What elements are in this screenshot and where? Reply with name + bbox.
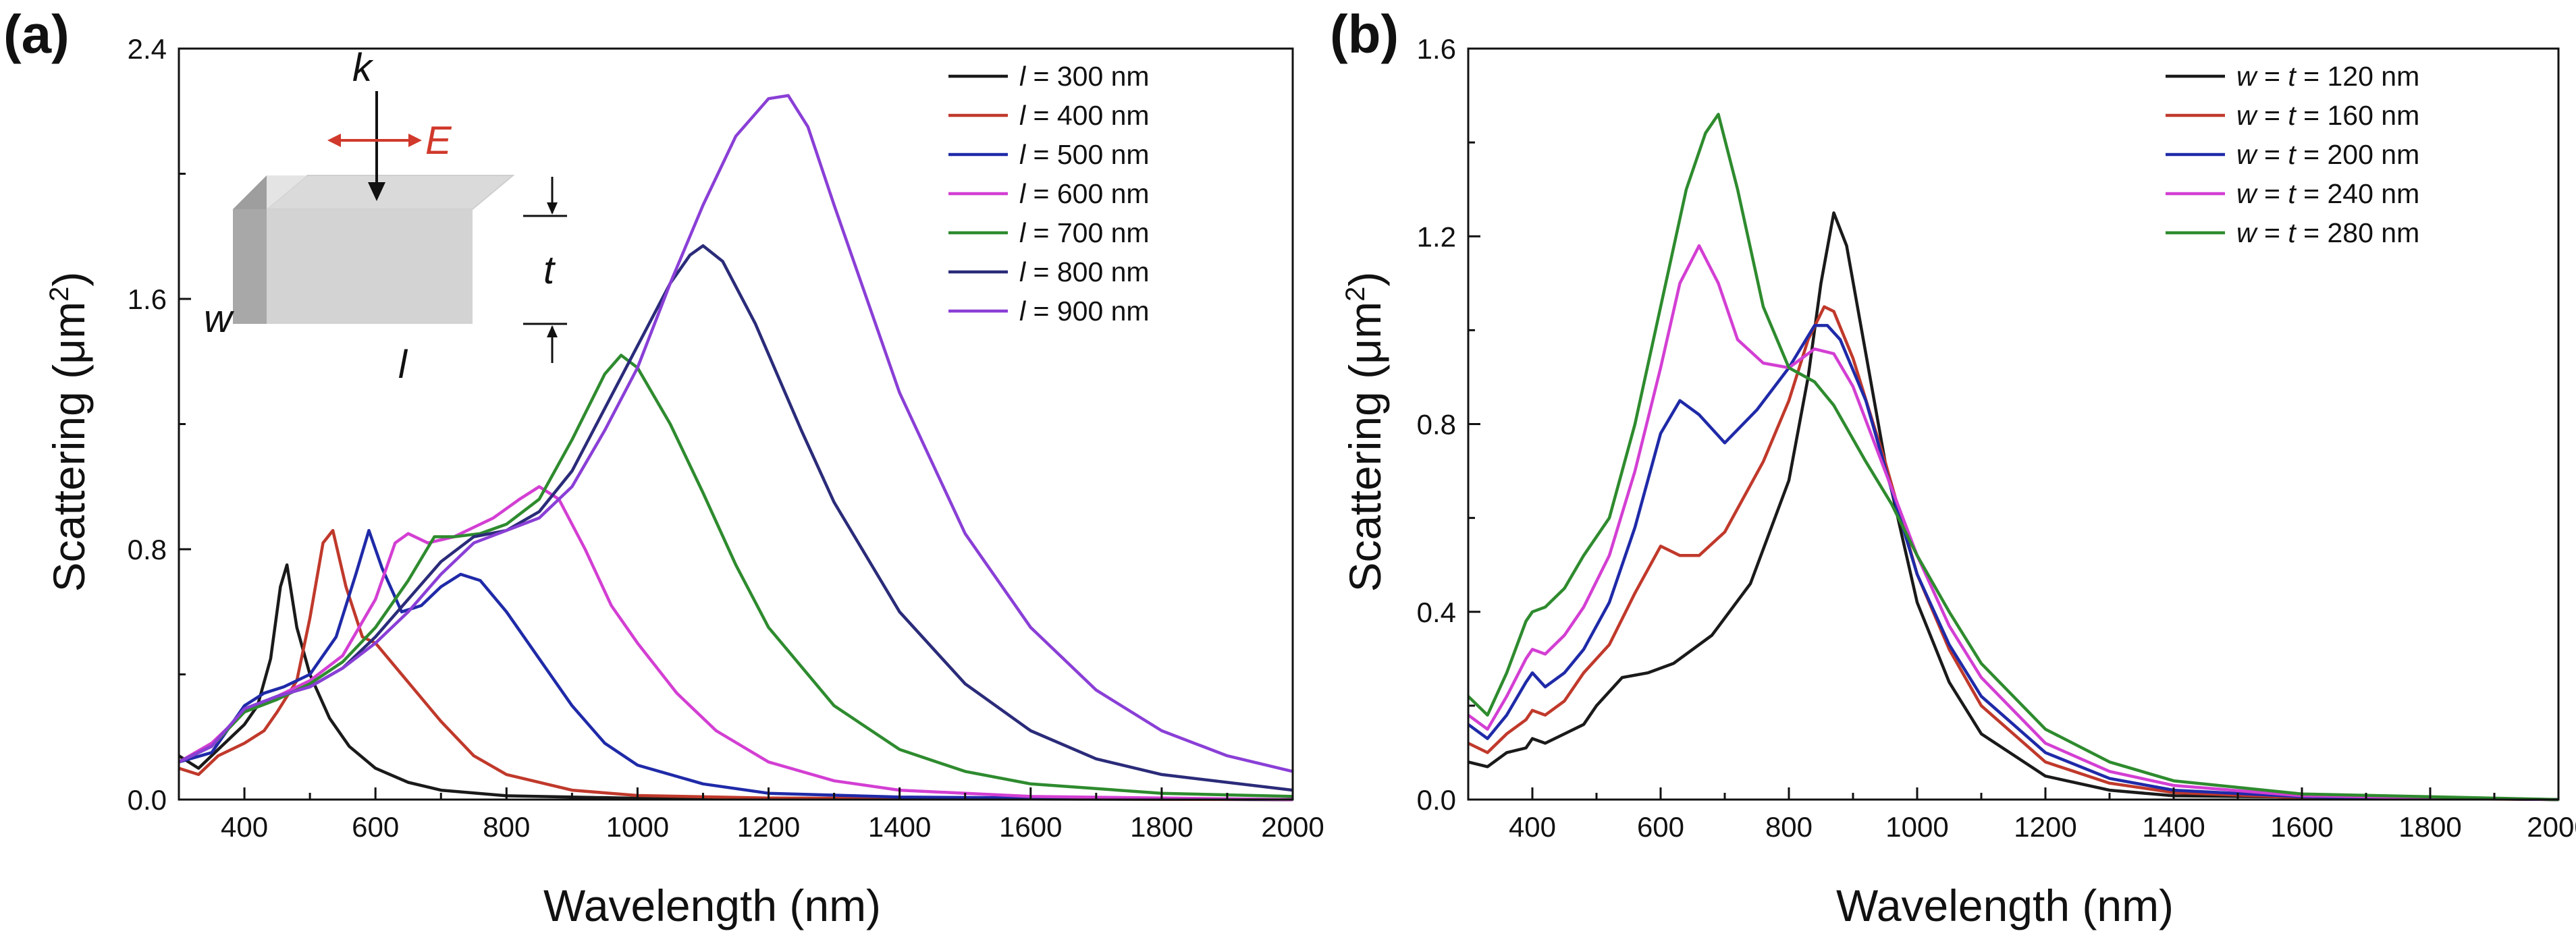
panel-a-legend-label-1: l = 300 nm [1019, 61, 1150, 92]
panel-b-legend-label-1: w = t = 120 nm [2236, 61, 2419, 92]
panel-a-legend: l = 300 nm l = 400 nm l = 500 nm l = 600 nm… [948, 61, 1150, 327]
panel-b-series-line-5 [1467, 113, 2559, 802]
l-label: l [398, 343, 408, 387]
panel-b-x-tick-label: 1400 [2142, 811, 2205, 843]
k-arrow-head [368, 182, 385, 201]
panel-a-legend-label-5: l = 700 nm [1019, 217, 1150, 248]
panel-a-x-tick-label: 400 [221, 811, 268, 843]
panel-a-y-tick-label: 1.6 [128, 283, 167, 315]
panel-a-legend-label-2: l = 400 nm [1019, 100, 1150, 131]
panel-b-axes: 400 600 800 1000 1200 1400 1600 1800 2000 0.0 0.4 0… [1417, 33, 2576, 843]
panel-a-x-tick-label: 2000 [1261, 811, 1324, 843]
box-front-face [267, 209, 473, 324]
panel-b-legend-label-5: w = t = 280 nm [2236, 217, 2419, 248]
panel-a-series-line-4 [178, 485, 1293, 802]
panel-b-legend: w = t = 120 nm w = t = 160 nm w = t = 200 … [2166, 61, 2419, 248]
e-label: E [425, 119, 452, 163]
box-left-face [233, 209, 267, 324]
panel-b-y-tick-label: 1.6 [1417, 33, 1456, 65]
panel-a-y-tick-label: 0.0 [128, 784, 167, 816]
e-arrow-head-right [408, 134, 422, 147]
panel-a-x-tick-label: 1200 [737, 811, 800, 843]
panel-b-x-tick-label: 400 [1509, 811, 1556, 843]
panel-a-legend-label-3: l = 500 nm [1019, 139, 1150, 170]
panel-a-series-line-7 [178, 94, 1293, 773]
panel-b-y-tick-label: 0.0 [1417, 784, 1456, 816]
panel-a-x-tick-label: 1800 [1130, 811, 1193, 843]
panel-a-plot-area [178, 94, 1293, 802]
box-top-corner [267, 175, 307, 209]
panel-b-y-tick-label: 1.2 [1417, 221, 1456, 252]
panel-a-axes: 400 600 800 1000 1200 1400 1600 1800 2000 0.0 0.8 1… [128, 33, 1324, 843]
panel-a-y-tick-label: 2.4 [128, 33, 167, 65]
panel-a-y-tick-label: 0.8 [128, 534, 167, 565]
panel-b-y-tick-label: 0.8 [1417, 409, 1456, 441]
w-label: w [204, 297, 234, 341]
panel-b-x-tick-label: 1000 [1885, 811, 1948, 843]
e-arrow-head-left [327, 134, 341, 147]
panel-a-legend-label-4: l = 600 nm [1019, 178, 1150, 209]
panel-b-legend-label-4: w = t = 240 nm [2236, 178, 2419, 209]
panel-b-x-tick-label: 1600 [2270, 811, 2333, 843]
panel-b-x-tick-label: 1200 [2014, 811, 2076, 843]
panel-b-plot-area [1467, 113, 2559, 802]
panel-a-legend-label-6: l = 800 nm [1019, 256, 1150, 287]
panel-b-y-axis-title: Scattering (μm2) [1340, 272, 1390, 592]
k-label: k [352, 46, 374, 90]
panel-a-series-line-5 [178, 354, 1293, 798]
panel-b-series-line-3 [1467, 324, 2559, 802]
t-label: t [543, 248, 556, 292]
panel-a-x-tick-label: 1400 [868, 811, 931, 843]
panel-a-legend-label-7: l = 900 nm [1019, 296, 1150, 327]
panel-a-x-axis-title: Wavelength (nm) [543, 881, 881, 930]
panel-a-x-tick-label: 1000 [606, 811, 669, 843]
panel-a-series-line-3 [178, 528, 1293, 802]
panel-b-series-line-4 [1467, 244, 2559, 802]
panel-a-x-tick-label: 800 [483, 811, 530, 843]
panel-b-x-tick-label: 800 [1765, 811, 1813, 843]
box-top-face [265, 175, 515, 210]
panel-b-x-axis-title: Wavelength (nm) [1836, 881, 2174, 930]
panel-b-series-line-1 [1468, 211, 2559, 802]
panel-a-label: (a) [3, 4, 70, 64]
t-dim-arrowhead-top [547, 202, 558, 215]
t-dim-arrowhead-bottom [547, 325, 558, 337]
panel-b-x-tick-label: 600 [1637, 811, 1684, 843]
panel-a-series-line-2 [178, 528, 1293, 802]
panel-b-x-tick-label: 1800 [2398, 811, 2461, 843]
panel-a-x-tick-label: 600 [352, 811, 399, 843]
panel-a-inset-diagram: k Et w l [204, 46, 567, 387]
panel-b-label: (b) [1330, 4, 1399, 64]
panel-b-legend-label-3: w = t = 200 nm [2236, 139, 2419, 170]
panel-a-x-tick-label: 1600 [999, 811, 1062, 843]
panel-a-y-axis-title: Scattering (μm2) [44, 272, 94, 592]
panel-b-y-tick-label: 0.4 [1417, 596, 1456, 628]
panel-b-x-tick-label: 2000 [2527, 811, 2576, 843]
panel-b-legend-label-2: w = t = 160 nm [2236, 100, 2419, 131]
panel-b-series-line-2 [1468, 305, 2559, 802]
panel-b: (b) 400 600 800 1000 1200 1400 1600 1800 2000 0.0… [1330, 4, 2576, 930]
panel-a: (a) 400 600 800 1000 1200 1400 1600 1800 2000 0.0… [3, 4, 1324, 930]
